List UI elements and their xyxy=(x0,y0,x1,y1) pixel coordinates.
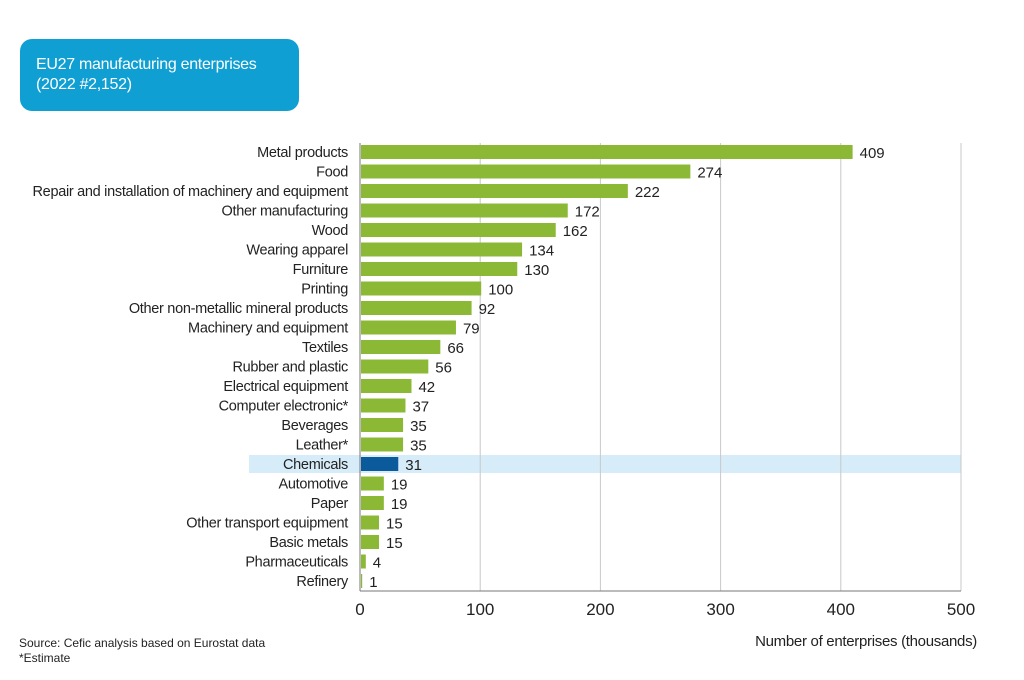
data-label: 31 xyxy=(405,457,422,474)
bar xyxy=(361,145,853,159)
bar xyxy=(361,496,384,510)
data-label: 19 xyxy=(391,477,408,494)
category-label: Pharmaceuticals xyxy=(245,555,348,571)
category-label: Other non-metallic mineral products xyxy=(129,301,348,317)
data-label: 92 xyxy=(479,301,496,318)
category-label: Machinery and equipment xyxy=(188,321,348,337)
bar xyxy=(361,320,456,335)
data-label: 162 xyxy=(563,223,588,240)
category-label: Furniture xyxy=(293,262,349,278)
data-label: 130 xyxy=(524,262,549,279)
highlight-band xyxy=(249,455,961,473)
category-label: Computer electronic* xyxy=(219,399,349,415)
bar xyxy=(361,418,404,432)
category-label: Automotive xyxy=(278,477,348,493)
data-label: 19 xyxy=(391,496,408,513)
category-label: Food xyxy=(316,165,348,181)
data-label: 222 xyxy=(635,184,660,201)
category-label: Repair and installation of machinery and… xyxy=(33,184,349,200)
title-box: EU27 manufacturing enterprises (2022 #2,… xyxy=(20,39,299,111)
x-tick-label: 0 xyxy=(355,600,364,619)
category-label: Beverages xyxy=(281,418,348,434)
x-tick-label: 400 xyxy=(827,600,855,619)
data-label: 35 xyxy=(410,438,427,455)
bar xyxy=(361,301,472,315)
source-note: Source: Cefic analysis based on Eurostat… xyxy=(19,636,266,650)
bar xyxy=(361,184,628,198)
x-tick-label: 100 xyxy=(466,600,494,619)
bar xyxy=(361,379,412,393)
data-label: 66 xyxy=(447,340,464,357)
data-label: 1 xyxy=(369,574,377,591)
category-label: Refinery xyxy=(296,574,349,590)
bar xyxy=(361,262,518,276)
x-tick-label: 500 xyxy=(947,600,975,619)
bar xyxy=(361,574,363,588)
category-label: Printing xyxy=(301,282,348,298)
x-tick-label: 300 xyxy=(706,600,734,619)
bar xyxy=(361,223,556,237)
category-label: Leather* xyxy=(296,438,349,454)
data-label: 274 xyxy=(697,165,722,182)
bar xyxy=(361,398,406,413)
data-label: 172 xyxy=(575,204,600,221)
category-label: Chemicals xyxy=(283,457,348,473)
category-label: Wearing apparel xyxy=(246,243,348,259)
x-axis-title: Number of enterprises (thousands) xyxy=(755,633,977,650)
bar xyxy=(361,164,691,179)
bar xyxy=(361,476,384,491)
data-label: 79 xyxy=(463,321,480,338)
bar xyxy=(361,340,441,354)
bar xyxy=(361,554,366,569)
data-label: 37 xyxy=(412,399,429,416)
category-label: Paper xyxy=(311,496,349,512)
category-label: Basic metals xyxy=(269,535,348,551)
data-label: 4 xyxy=(373,555,381,572)
bar xyxy=(361,437,404,452)
bar xyxy=(361,203,568,218)
data-label: 35 xyxy=(410,418,427,435)
data-label: 409 xyxy=(860,145,885,162)
bar xyxy=(361,535,380,549)
data-label: 56 xyxy=(435,360,452,377)
category-label: Metal products xyxy=(257,145,348,161)
category-label: Other transport equipment xyxy=(186,516,348,532)
chart-title: EU27 manufacturing enterprises xyxy=(36,56,257,73)
bar xyxy=(361,281,482,296)
data-label: 15 xyxy=(386,516,403,533)
data-label: 15 xyxy=(386,535,403,552)
bar xyxy=(361,359,429,374)
category-label: Rubber and plastic xyxy=(232,360,348,376)
bar xyxy=(361,242,523,257)
chart-subtitle: (2022 #2,152) xyxy=(36,76,132,93)
category-label: Textiles xyxy=(302,340,348,356)
data-label: 42 xyxy=(418,379,435,396)
estimate-note: *Estimate xyxy=(19,651,71,665)
data-label: 134 xyxy=(529,243,554,260)
x-tick-label: 200 xyxy=(586,600,614,619)
bar xyxy=(361,515,380,530)
category-label: Electrical equipment xyxy=(223,379,348,395)
category-label: Wood xyxy=(312,223,349,239)
category-label: Other manufacturing xyxy=(222,204,349,220)
data-label: 100 xyxy=(488,282,513,299)
bar xyxy=(361,457,399,471)
